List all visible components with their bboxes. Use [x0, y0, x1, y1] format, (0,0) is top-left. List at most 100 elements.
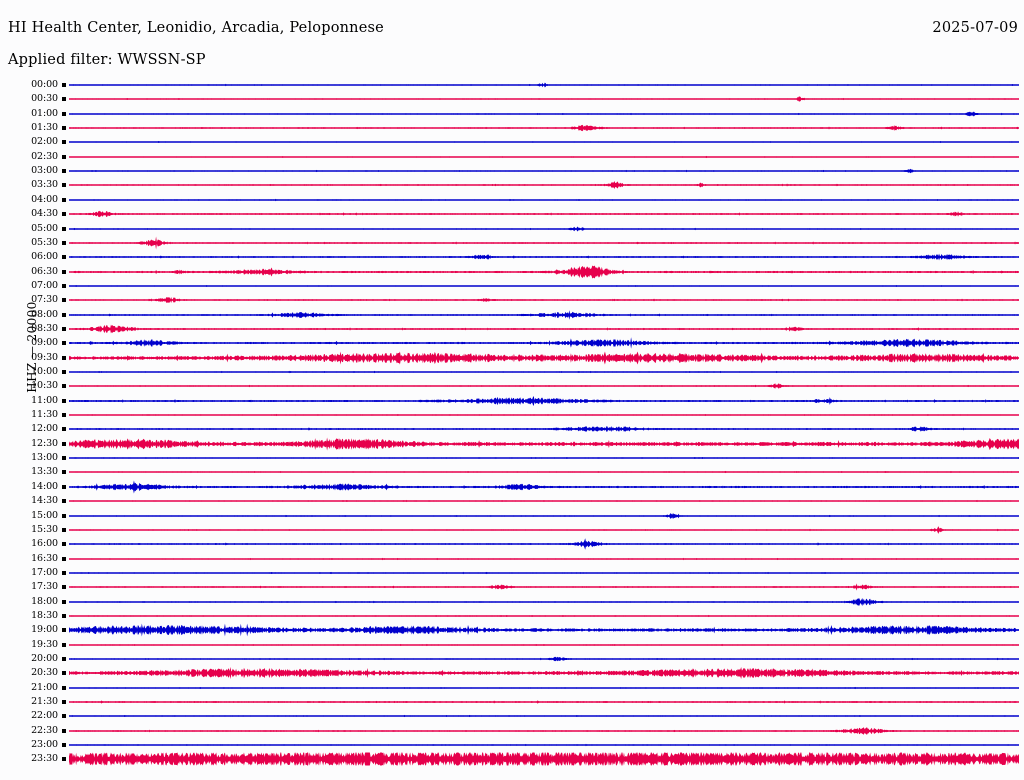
- trace-row-time-label: 02:30: [31, 150, 58, 162]
- trace-row: 14:00: [0, 480, 1024, 494]
- trace-row-time-label: 23:00: [31, 739, 58, 751]
- axis-tick-mark: [62, 714, 66, 719]
- seismic-trace: [69, 336, 1019, 350]
- trace-row-time-label: 09:00: [31, 337, 58, 349]
- trace-row: 22:00: [0, 709, 1024, 723]
- trace-row-time-label: 01:30: [31, 122, 58, 134]
- axis-tick-mark: [62, 111, 66, 116]
- axis-tick-mark: [62, 527, 66, 532]
- trace-row: 18:30: [0, 609, 1024, 623]
- trace-row: 03:00: [0, 164, 1024, 178]
- trace-row: 00:00: [0, 78, 1024, 92]
- seismic-trace: [69, 566, 1019, 580]
- trace-row-time-label: 14:30: [31, 495, 58, 507]
- seismic-trace: [69, 150, 1019, 164]
- trace-row: 06:00: [0, 250, 1024, 264]
- axis-tick-mark: [62, 556, 66, 561]
- trace-row: 03:30: [0, 178, 1024, 192]
- axis-tick-mark: [62, 97, 66, 102]
- seismic-trace: [69, 107, 1019, 121]
- axis-tick-mark: [62, 657, 66, 661]
- trace-row-time-label: 20:30: [31, 667, 58, 679]
- seismic-trace: [69, 666, 1019, 680]
- seismic-trace: [69, 365, 1019, 379]
- axis-tick-mark: [62, 685, 66, 690]
- seismic-trace: [69, 695, 1019, 709]
- axis-tick-mark: [62, 183, 66, 188]
- trace-row-time-label: 05:30: [31, 236, 58, 248]
- axis-tick-mark: [62, 83, 66, 87]
- trace-row: 07:00: [0, 279, 1024, 293]
- axis-tick-mark: [62, 370, 66, 374]
- axis-tick-mark: [62, 126, 66, 131]
- axis-tick-mark: [62, 169, 66, 174]
- record-date: 2025-07-09: [932, 20, 1018, 36]
- trace-row-time-label: 18:30: [31, 609, 58, 621]
- trace-row: 05:30: [0, 236, 1024, 250]
- axis-tick-mark: [62, 484, 66, 489]
- seismic-trace: [69, 293, 1019, 307]
- axis-tick-mark: [62, 312, 66, 317]
- trace-row: 10:00: [0, 365, 1024, 379]
- seismic-trace: [69, 78, 1019, 92]
- trace-row: 21:30: [0, 695, 1024, 709]
- axis-tick-mark: [62, 570, 66, 575]
- seismic-trace: [69, 580, 1019, 594]
- trace-row-time-label: 20:00: [31, 653, 58, 664]
- trace-row-time-label: 01:00: [31, 107, 58, 119]
- seismic-trace: [69, 322, 1019, 336]
- trace-row: 02:30: [0, 150, 1024, 164]
- trace-row: 15:00: [0, 509, 1024, 523]
- trace-row: 08:00: [0, 308, 1024, 322]
- trace-row: 11:00: [0, 394, 1024, 408]
- seismic-trace: [69, 480, 1019, 494]
- trace-plot-area: 00:00 00:30 01:00 01:30 02:00 02:30 03:00 03:30…: [0, 78, 1024, 778]
- seismic-trace: [69, 595, 1019, 609]
- trace-row: 19:00: [0, 623, 1024, 637]
- seismic-trace: [69, 465, 1019, 479]
- axis-tick-mark: [62, 599, 66, 604]
- trace-row-time-label: 00:00: [31, 79, 58, 90]
- axis-tick-mark: [62, 398, 66, 403]
- trace-row: 00:30: [0, 92, 1024, 106]
- applied-filter-label: Applied filter: WWSSN-SP: [8, 52, 206, 68]
- axis-tick-mark: [62, 226, 66, 231]
- seismic-trace: [69, 408, 1019, 422]
- seismic-trace: [69, 552, 1019, 566]
- axis-tick-mark: [62, 513, 66, 518]
- trace-row-time-label: 13:00: [31, 452, 58, 464]
- seismic-trace: [69, 451, 1019, 465]
- trace-row: 16:00: [0, 537, 1024, 551]
- trace-row: 13:30: [0, 465, 1024, 479]
- axis-tick-mark: [62, 671, 66, 676]
- axis-tick-mark: [62, 384, 66, 389]
- seismic-trace: [69, 222, 1019, 236]
- axis-tick-mark: [62, 427, 66, 432]
- trace-row-time-label: 10:00: [31, 366, 58, 377]
- axis-tick-mark: [62, 413, 66, 418]
- seismic-trace: [69, 752, 1019, 766]
- seismic-trace: [69, 193, 1019, 207]
- trace-row: 16:30: [0, 552, 1024, 566]
- trace-row-time-label: 18:00: [31, 595, 58, 607]
- trace-row-time-label: 16:30: [31, 552, 58, 564]
- trace-row-time-label: 00:30: [31, 93, 58, 105]
- trace-row-time-label: 22:00: [31, 710, 58, 722]
- trace-row-time-label: 09:30: [31, 351, 58, 363]
- trace-row: 12:00: [0, 422, 1024, 436]
- trace-row-time-label: 22:30: [31, 724, 58, 736]
- trace-row-time-label: 23:30: [31, 753, 58, 765]
- trace-row-time-label: 10:30: [31, 380, 58, 392]
- trace-row-time-label: 12:30: [31, 437, 58, 449]
- trace-row-time-label: 07:30: [31, 294, 58, 306]
- trace-row-time-label: 19:30: [31, 638, 58, 650]
- seismic-trace: [69, 623, 1019, 637]
- seismic-trace: [69, 509, 1019, 523]
- axis-tick-mark: [62, 269, 66, 274]
- seismic-trace: [69, 265, 1019, 279]
- trace-row: 09:00: [0, 336, 1024, 350]
- seismic-trace: [69, 279, 1019, 293]
- seismic-trace: [69, 709, 1019, 723]
- trace-row-time-label: 16:00: [31, 538, 58, 550]
